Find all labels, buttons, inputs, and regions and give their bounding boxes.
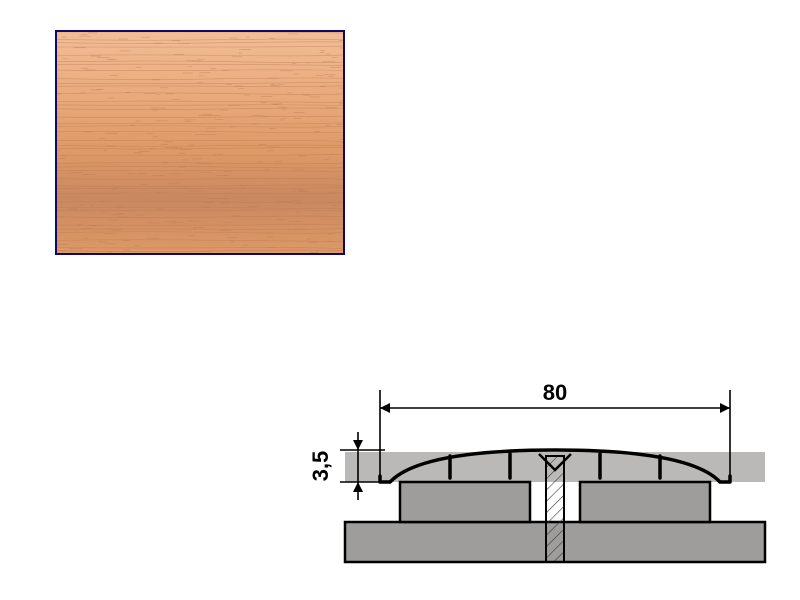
wood-swatch-fill	[57, 32, 343, 253]
wood-texture-svg	[57, 32, 343, 253]
profile-cross-section-diagram: 80 3,5	[300, 340, 780, 580]
screw-slot	[546, 456, 564, 562]
floor-board-right	[580, 482, 710, 522]
dimension-height-label: 3,5	[308, 451, 333, 482]
dimension-width-label: 80	[543, 380, 567, 405]
floor-board-left	[400, 482, 530, 522]
wood-swatch	[55, 30, 345, 255]
